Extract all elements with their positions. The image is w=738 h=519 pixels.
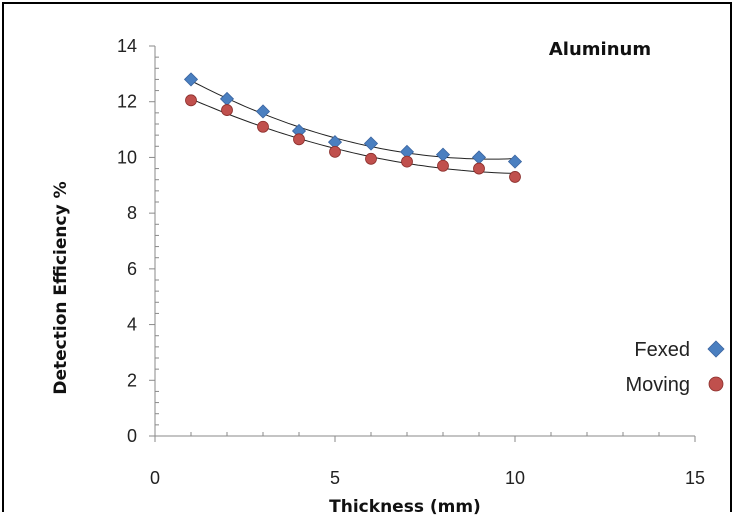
x-tick-label: 10 (505, 468, 525, 488)
x-axis-title: Thickness (mm) (329, 497, 481, 517)
moving-point (221, 104, 233, 116)
trendline-fexed (190, 80, 516, 160)
legend-marker-moving (708, 376, 724, 392)
moving-point (401, 155, 413, 168)
data-markers (183, 72, 523, 183)
fexed-point (183, 72, 199, 87)
fexed-point (471, 150, 487, 165)
trendlines (190, 80, 516, 174)
moving-point (329, 145, 341, 158)
x-tick-label: 5 (330, 468, 340, 488)
x-tick-label: 15 (685, 468, 705, 488)
legend-label-moving: Moving (626, 374, 690, 396)
x-ticks: 0 5 10 15 (150, 432, 705, 488)
trendline-moving (190, 98, 516, 174)
fexed-point (363, 136, 379, 151)
axes (154, 46, 695, 437)
y-tick-label: 2 (127, 370, 137, 390)
legend-label-fexed: Fexed (634, 339, 690, 361)
moving-point (509, 171, 521, 183)
moving-point (257, 120, 269, 133)
y-axis-title: Detection Efficiency % (51, 181, 71, 394)
moving-point (185, 94, 197, 107)
moving-point (365, 152, 377, 165)
y-tick-label: 14 (117, 36, 137, 56)
chart-title: Aluminum (549, 39, 651, 60)
legend-marker-fexed (707, 340, 725, 358)
y-tick-label: 8 (127, 203, 137, 223)
moving-point (437, 159, 449, 172)
moving-point (473, 162, 485, 175)
x-tick-label: 0 (150, 468, 160, 488)
moving-point (293, 133, 305, 146)
y-tick-label: 6 (127, 259, 137, 279)
legend: Fexed Moving (626, 339, 725, 396)
fexed-point (255, 104, 271, 119)
chart-frame (2, 2, 732, 512)
y-tick-label: 10 (117, 147, 137, 167)
y-tick-label: 12 (117, 92, 137, 112)
y-tick-label: 4 (127, 315, 137, 335)
fexed-point (219, 91, 235, 106)
y-ticks: 0 2 4 6 8 10 12 14 (117, 36, 159, 446)
fexed-point (507, 154, 523, 169)
fexed-point (435, 147, 451, 162)
y-tick-label: 0 (127, 426, 137, 446)
